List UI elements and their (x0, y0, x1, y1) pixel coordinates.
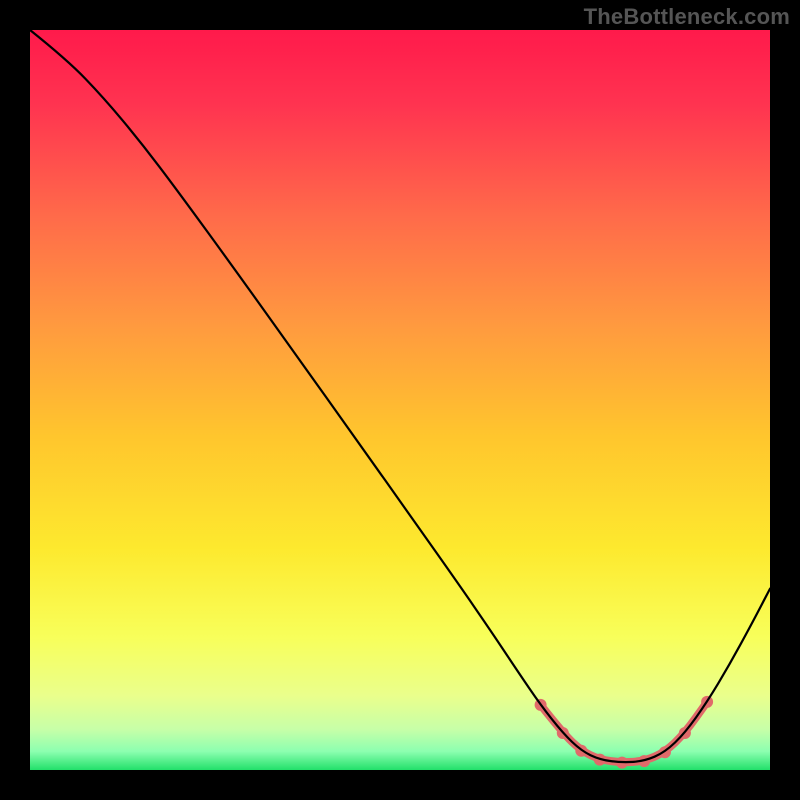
watermark-text: TheBottleneck.com (584, 4, 790, 30)
plot-background (30, 30, 770, 770)
bottleneck-curve-plot (0, 0, 800, 800)
